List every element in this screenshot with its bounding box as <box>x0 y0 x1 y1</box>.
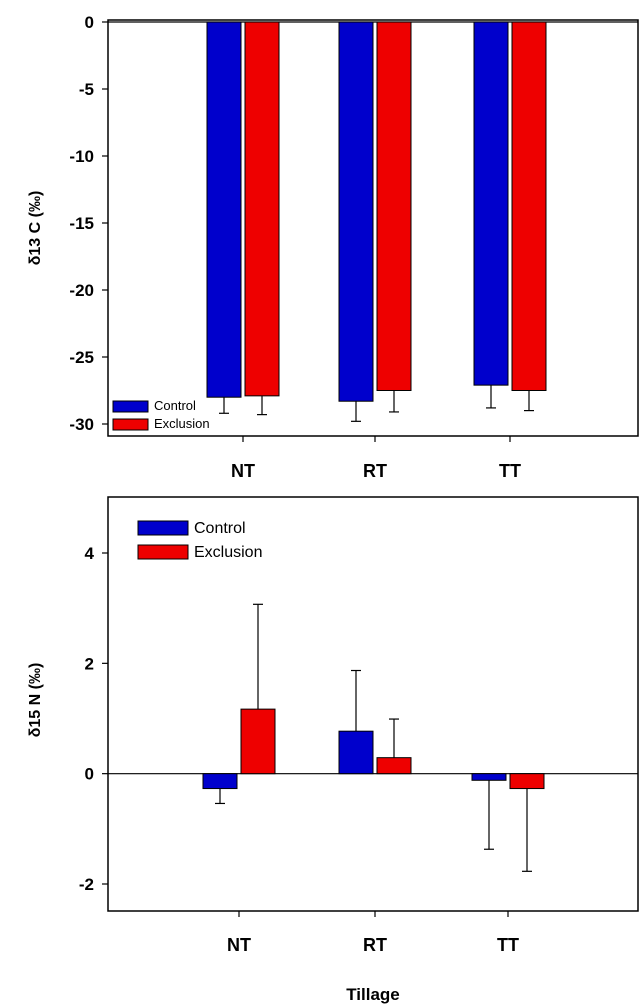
y-tick-label: -10 <box>69 147 94 166</box>
error-bars <box>219 385 534 422</box>
bar-exclusion-nt <box>240 708 276 775</box>
legend-label-control: Control <box>194 520 246 537</box>
bar-exclusion-rt <box>376 21 412 391</box>
y-tick-label: -15 <box>69 214 94 233</box>
y-tick-label: 4 <box>85 544 95 563</box>
y-tick-label: -25 <box>69 348 94 367</box>
bar-exclusion-rt <box>376 757 412 775</box>
legend-label-exclusion: Exclusion <box>154 416 210 431</box>
y-tick-label: 0 <box>85 765 94 784</box>
legend-swatch-control <box>137 520 189 536</box>
bars <box>202 708 545 790</box>
y-axis: 4 2 0 -2 <box>79 544 108 894</box>
y-axis-title: δ15 N (‰) <box>27 663 44 738</box>
bar-control-rt <box>338 21 374 402</box>
bar-control-tt <box>471 773 507 781</box>
bar-control-nt <box>202 773 238 790</box>
bar-exclusion-tt <box>509 773 545 790</box>
legend-swatch-control <box>112 400 149 413</box>
bar-control-tt <box>473 21 509 386</box>
legend: Control Exclusion <box>137 520 262 561</box>
y-axis: 0 -5 -10 -15 -20 -25 -30 <box>69 13 108 434</box>
d15n-chart: 4 2 0 -2 NT RT TT δ15 N (‰) Tillage Control Ex… <box>27 496 639 1004</box>
y-tick-label: 0 <box>85 13 94 32</box>
plot-frame <box>107 496 639 912</box>
y-tick-label: -20 <box>69 281 94 300</box>
error-bars <box>215 603 532 872</box>
bar-control-nt <box>206 21 242 398</box>
legend-label-exclusion: Exclusion <box>194 544 262 561</box>
x-tick-label-nt: NT <box>227 935 251 955</box>
legend-swatch-exclusion <box>137 544 189 560</box>
x-tick-label-nt: NT <box>231 461 255 481</box>
bar-control-rt <box>338 730 374 775</box>
x-tick-label-tt: TT <box>499 461 521 481</box>
bar-exclusion-nt <box>244 21 280 397</box>
plot-frame <box>107 19 639 437</box>
x-axis-title: Tillage <box>346 985 400 1004</box>
legend-swatch-exclusion <box>112 418 149 431</box>
y-tick-label: -30 <box>69 415 94 434</box>
y-tick-label: -5 <box>79 80 94 99</box>
d13c-chart: 0 -5 -10 -15 -20 -25 -30 NT RT TT δ13 C (‰) Cont… <box>27 13 639 481</box>
x-tick-label-tt: TT <box>497 935 519 955</box>
y-tick-label: 2 <box>85 654 94 673</box>
x-tick-label-rt: RT <box>363 461 387 481</box>
bar-exclusion-tt <box>511 21 547 391</box>
y-tick-label: -2 <box>79 875 94 894</box>
x-axis: NT RT TT <box>227 911 519 955</box>
x-axis: NT RT TT <box>231 436 521 481</box>
bars <box>206 21 547 402</box>
legend: Control Exclusion <box>112 398 210 431</box>
legend-label-control: Control <box>154 398 196 413</box>
x-tick-label-rt: RT <box>363 935 387 955</box>
y-axis-title: δ13 C (‰) <box>27 191 44 266</box>
